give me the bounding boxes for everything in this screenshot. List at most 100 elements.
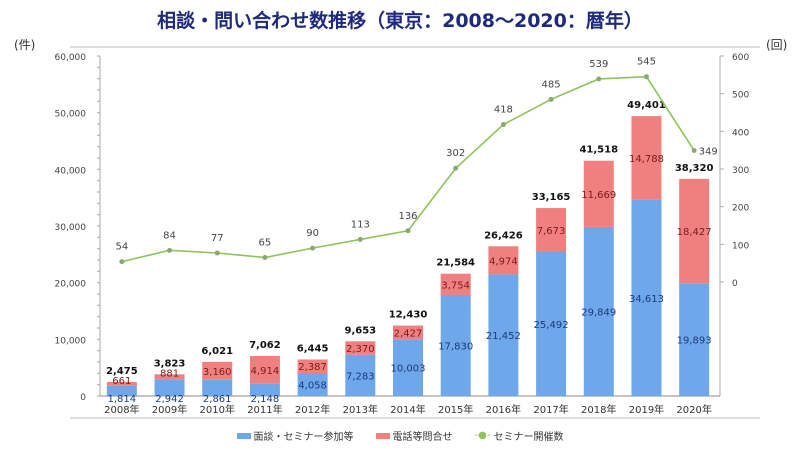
left-tick-label: 0 [80,393,86,403]
right-tick-label: 400 [732,128,749,138]
bar-label-consult: 2,942 [155,394,184,405]
bar-phone [202,361,233,380]
bar-phone [488,246,519,275]
bar-phone [631,116,662,200]
bar-label-phone: 3,754 [441,280,470,291]
legend-item-seminar: -●- セミナー開催数 [475,428,564,443]
bar-total-label: 21,584 [436,258,475,269]
seminar-point [548,96,554,102]
bar-label-phone: 4,914 [251,366,280,377]
x-tick-label: 2015年 [438,403,473,416]
bar-consult [583,226,614,396]
bar-consult [297,373,328,396]
seminar-label: 77 [211,233,224,244]
legend-item-phone: 電話等問合せ [375,428,453,443]
left-tick-label: 40,000 [55,166,87,176]
seminar-label: 418 [494,105,513,116]
bar-label-consult: 25,492 [534,320,569,331]
bar-label-phone: 18,427 [677,227,712,238]
bar-consult [536,251,567,396]
legend-swatch [375,432,390,439]
bar-total-label: 6,021 [201,346,233,357]
x-tick-label: 2019年 [629,403,664,416]
bar-label-consult: 10,003 [391,364,426,375]
x-tick-label: 2009年 [152,403,187,416]
bar-total-label: 41,518 [579,145,618,156]
bar-total-label: 38,320 [675,163,714,174]
x-tick-label: 2020年 [676,403,711,416]
bar-label-phone: 661 [112,376,131,387]
bar-phone [106,381,137,386]
bar-label-phone: 2,387 [298,362,327,373]
bar-consult [631,199,662,396]
bar-label-phone: 881 [160,368,179,379]
bar-label-consult: 7,283 [346,371,375,382]
chart-title: 相談・問い合わせ数推移（東京：2008～2020：暦年） [157,10,643,32]
bar-total-label: 7,062 [249,340,281,351]
left-tick-label: 60,000 [55,53,87,63]
x-tick-label: 2014年 [390,403,425,416]
x-tick-label: 2017年 [533,403,568,416]
right-tick-label: 0 [732,279,738,289]
legend-swatch [236,432,251,439]
seminar-label: 84 [163,230,176,241]
seminar-point [453,165,459,171]
bar-total-label: 2,475 [106,366,138,377]
seminar-label: 136 [398,211,417,222]
legend-label: 電話等問合せ [392,432,453,443]
bar-consult [440,294,471,396]
bar-label-phone: 11,669 [581,190,616,201]
seminar-label: 302 [446,148,465,159]
bar-total-label: 9,653 [344,325,376,336]
bar-label-consult: 34,613 [629,294,664,305]
bar-consult [106,385,137,396]
bar-total-label: 6,445 [297,343,329,354]
bar-consult [154,379,185,396]
bar-phone [679,178,710,284]
bar-phone [297,359,328,374]
bar-label-phone: 4,974 [489,256,518,267]
seminar-point [596,76,602,82]
seminar-point [167,247,173,253]
x-tick-label: 2013年 [343,403,378,416]
right-tick-label: 500 [732,91,749,101]
right-tick-label: 600 [732,53,749,63]
bar-label-consult: 4,058 [298,381,327,392]
x-tick-label: 2010年 [200,403,235,416]
x-tick-label: 2016年 [486,403,521,416]
bar-label-phone: 2,370 [346,344,375,355]
bar-phone [249,355,280,384]
bar-label-phone: 7,673 [537,226,566,237]
bar-label-consult: 2,861 [203,394,232,405]
left-tick-label: 10,000 [55,336,87,346]
bar-phone [536,208,567,252]
bar-total-label: 49,401 [627,100,666,111]
bar-label-phone: 2,427 [394,328,423,339]
bar-label-phone: 3,160 [203,367,232,378]
bar-consult [679,283,710,396]
legend-label: 面談・セミナー参加等 [253,432,354,443]
bar-consult [249,383,280,396]
bar-total-label: 33,165 [532,192,571,203]
bar-phone [345,341,376,355]
bar-label-consult: 19,893 [677,336,712,347]
seminar-point [357,236,363,242]
bar-label-consult: 2,148 [251,394,280,405]
seminar-point [643,74,649,80]
seminar-label: 539 [589,59,608,70]
legend: 面談・セミナー参加等 電話等問合せ -●- セミナー開催数 [0,428,800,443]
x-tick-label: 2018年 [581,403,616,416]
x-tick-label: 2008年 [104,403,139,416]
bar-total-label: 12,430 [389,310,428,321]
seminar-label: 54 [115,242,128,253]
x-tick-label: 2012年 [295,403,330,416]
seminar-label: 65 [259,238,272,249]
left-tick-label: 30,000 [55,223,87,233]
right-axis-unit: (回) [766,38,788,52]
bar-consult [488,274,519,396]
legend-item-consult: 面談・セミナー参加等 [236,428,354,443]
left-axis-unit: (件) [14,38,36,52]
right-tick-label: 100 [732,241,749,251]
bar-phone [393,325,423,340]
